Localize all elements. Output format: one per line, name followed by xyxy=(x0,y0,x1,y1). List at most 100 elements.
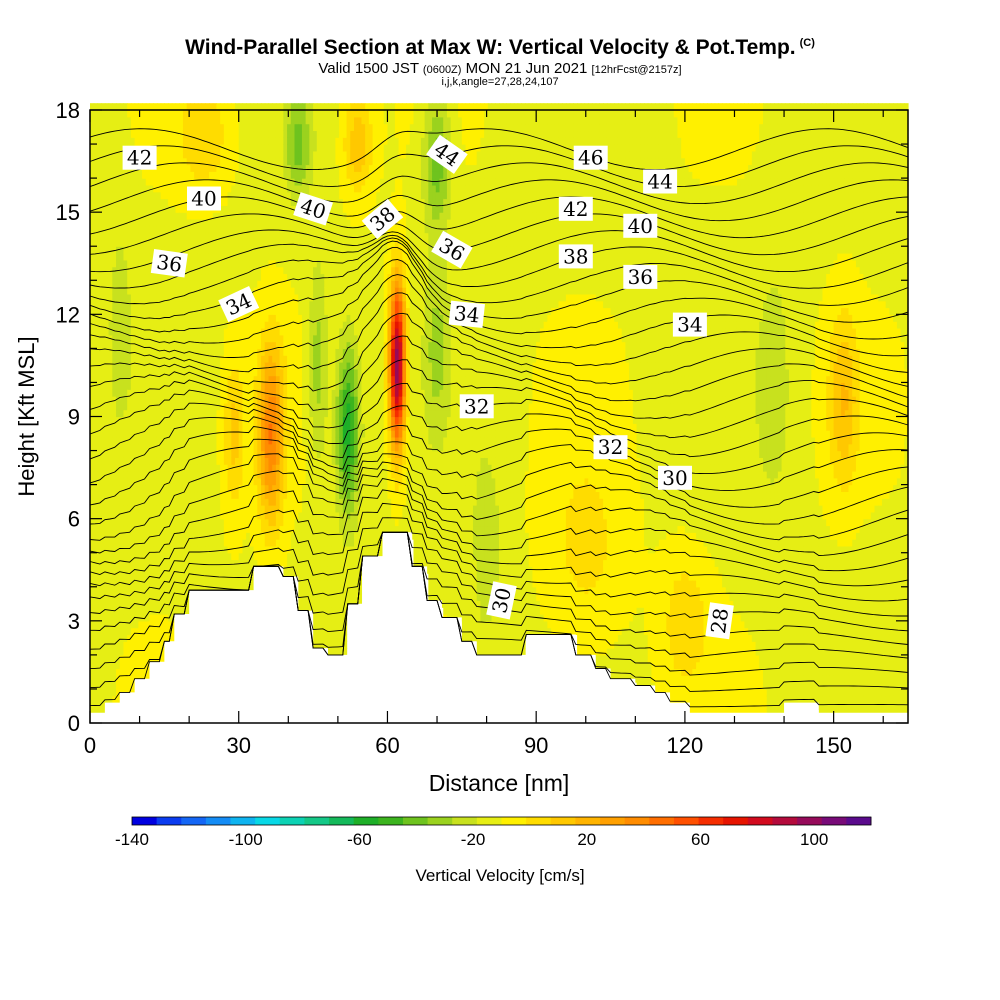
velocity-cell xyxy=(138,178,143,186)
velocity-cell xyxy=(116,586,121,595)
velocity-cell xyxy=(227,205,232,213)
velocity-cell xyxy=(246,539,251,547)
velocity-cell xyxy=(324,321,329,329)
velocity-cell xyxy=(212,253,218,261)
velocity-cell xyxy=(316,184,322,193)
velocity-cell xyxy=(164,539,169,547)
velocity-cell xyxy=(179,505,184,513)
velocity-cell xyxy=(127,600,132,608)
velocity-cell xyxy=(90,396,95,404)
velocity-cell xyxy=(309,157,314,166)
velocity-cell xyxy=(275,307,281,315)
velocity-cell xyxy=(313,464,318,472)
velocity-cell xyxy=(90,246,95,254)
velocity-cell xyxy=(127,348,132,356)
velocity-cell xyxy=(257,409,262,418)
velocity-cell xyxy=(238,157,244,166)
velocity-cell xyxy=(194,416,199,424)
velocity-cell xyxy=(160,375,165,384)
velocity-cell xyxy=(253,498,258,506)
velocity-cell xyxy=(186,164,191,172)
velocity-cell xyxy=(327,423,333,431)
velocity-cell xyxy=(298,246,303,254)
velocity-cell xyxy=(171,334,177,343)
velocity-cell xyxy=(108,144,113,152)
velocity-cell xyxy=(316,443,322,452)
velocity-cell xyxy=(261,123,266,132)
velocity-cell xyxy=(261,436,266,445)
velocity-cell xyxy=(142,280,147,288)
velocity-cell xyxy=(231,253,236,261)
velocity-cell xyxy=(160,116,165,125)
velocity-cell xyxy=(268,525,273,533)
velocity-cell xyxy=(287,443,292,452)
velocity-cell xyxy=(279,436,284,445)
velocity-cell xyxy=(127,327,132,336)
velocity-cell xyxy=(223,464,229,472)
velocity-cell xyxy=(290,518,296,527)
velocity-cell xyxy=(127,539,132,547)
velocity-cell xyxy=(160,586,165,595)
velocity-cell xyxy=(324,443,329,452)
velocity-cell xyxy=(227,150,232,159)
velocity-cell xyxy=(327,579,333,588)
velocity-cell xyxy=(108,539,113,547)
velocity-cell xyxy=(223,491,229,499)
velocity-cell xyxy=(160,103,165,111)
velocity-cell xyxy=(212,389,218,397)
velocity-cell xyxy=(134,293,139,302)
velocity-cell xyxy=(127,416,132,424)
velocity-cell xyxy=(164,164,169,172)
velocity-cell xyxy=(112,150,117,159)
velocity-cell xyxy=(283,130,288,138)
velocity-cell xyxy=(171,178,177,186)
velocity-cell xyxy=(90,675,95,683)
velocity-cell xyxy=(238,566,244,574)
velocity-cell xyxy=(264,464,270,472)
velocity-cell xyxy=(268,464,273,472)
velocity-cell xyxy=(205,409,210,418)
velocity-cell xyxy=(223,402,229,411)
velocity-cell xyxy=(190,525,195,533)
velocity-cell xyxy=(272,150,277,159)
velocity-cell xyxy=(119,409,125,418)
velocity-cell xyxy=(290,552,296,561)
velocity-cell xyxy=(93,402,99,411)
velocity-cell xyxy=(249,178,255,186)
velocity-cell xyxy=(212,259,218,268)
velocity-cell xyxy=(145,259,151,268)
velocity-cell xyxy=(313,307,318,315)
velocity-cell xyxy=(160,205,165,213)
velocity-cell xyxy=(130,436,136,445)
velocity-cell xyxy=(149,600,154,608)
velocity-cell xyxy=(309,593,314,601)
velocity-cell xyxy=(261,423,266,431)
velocity-cell xyxy=(313,314,318,322)
velocity-cell xyxy=(327,648,333,656)
velocity-cell xyxy=(194,532,199,540)
velocity-cell xyxy=(127,525,132,533)
velocity-cell xyxy=(101,368,106,377)
velocity-cell xyxy=(119,545,125,554)
velocity-cell xyxy=(101,416,106,424)
velocity-cell xyxy=(149,341,154,349)
velocity-cell xyxy=(127,239,132,247)
velocity-cell xyxy=(123,266,128,275)
velocity-cell xyxy=(220,423,225,431)
velocity-cell xyxy=(123,491,128,499)
velocity-cell xyxy=(313,539,318,547)
velocity-cell xyxy=(264,525,270,533)
velocity-cell xyxy=(223,273,229,281)
velocity-cell xyxy=(123,682,128,690)
velocity-cell xyxy=(313,627,318,636)
velocity-cell xyxy=(142,505,147,513)
velocity-cell xyxy=(197,144,203,152)
velocity-cell xyxy=(290,144,296,152)
velocity-cell xyxy=(324,477,329,486)
velocity-cell xyxy=(197,382,203,390)
velocity-cell xyxy=(149,123,154,132)
velocity-cell xyxy=(283,334,288,343)
velocity-cell xyxy=(298,348,303,356)
velocity-cell xyxy=(316,525,322,533)
velocity-cell xyxy=(201,402,206,411)
